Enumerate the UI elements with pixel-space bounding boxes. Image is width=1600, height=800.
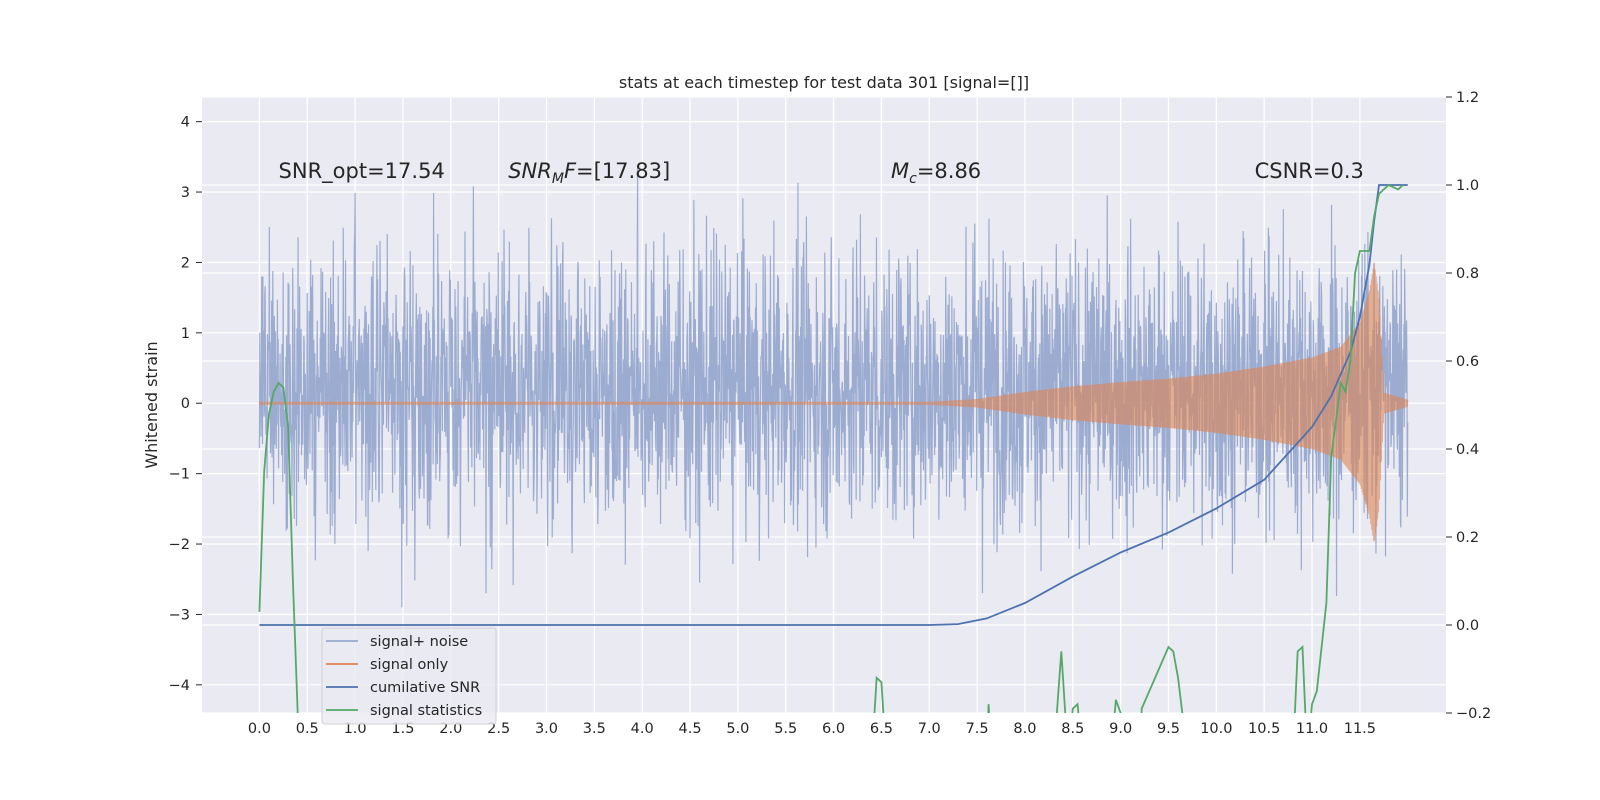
annotations: SNR_opt=17.54 SNRMF=[17.83] Mc=8.86 CSNR=0.… (279, 159, 1364, 187)
annotation-text: SNRMF=[17.83] (508, 159, 670, 187)
legend-label: signal statistics (370, 703, 482, 719)
y-right-tick-label: 0.4 (1456, 442, 1479, 458)
y-axis-label: Whitened strain (142, 341, 161, 468)
x-tick-label: 10.5 (1248, 721, 1280, 737)
axes-layer: −4 −3 −2 −1 0 1 2 3 4 −0.2 0.0 0.2 0.4 0.6 0.8 1.0 1.2 0.… (169, 90, 1492, 737)
x-tick-label: 7.5 (966, 721, 989, 737)
x-tick-label: 0.0 (248, 721, 271, 737)
y-tick-label: −4 (169, 678, 190, 694)
annotation-text: CSNR=0.3 (1255, 159, 1364, 183)
y-right-tick-label: 0.8 (1456, 266, 1479, 282)
annotation-text: SNR_opt=17.54 (279, 159, 445, 184)
x-tick-label: 11.5 (1344, 721, 1376, 737)
annotation-part: =[17.83] (576, 159, 670, 183)
annotation-part: M (552, 171, 564, 187)
annotation-part: c (909, 171, 917, 187)
x-tick-label: 6.0 (822, 721, 845, 737)
x-tick-label: 5.5 (774, 721, 797, 737)
x-tick-label: 10.0 (1200, 721, 1232, 737)
x-tick-label: 2.0 (439, 721, 462, 737)
annotation-part: M (891, 159, 909, 183)
x-tick-label: 8.5 (1061, 721, 1084, 737)
y-tick-label: 4 (181, 115, 190, 131)
y-tick-label: 2 (181, 255, 190, 271)
series-layer (258, 165, 1409, 713)
legend-label: cumilative SNR (370, 680, 480, 696)
y-tick-label: −3 (169, 607, 190, 623)
annotation-part: F (564, 159, 577, 183)
x-tick-label: 2.5 (487, 721, 510, 737)
annotation-text: Mc=8.86 (891, 159, 981, 187)
x-tick-label: 1.0 (344, 721, 367, 737)
x-tick-label: 4.0 (631, 721, 654, 737)
x-tick-label: 9.0 (1109, 721, 1132, 737)
y-right-tick-label: 0.6 (1456, 354, 1479, 370)
y-tick-label: 0 (181, 396, 190, 412)
series-signal-statistics (258, 183, 1404, 713)
annotation-part: SNR_opt=17.54 (279, 159, 445, 184)
x-tick-label: 4.5 (678, 721, 701, 737)
annotation-part: SNR (508, 159, 552, 183)
x-tick-label: 3.0 (535, 721, 558, 737)
legend-label: signal only (370, 657, 449, 673)
chart-title: stats at each timestep for test data 301… (619, 73, 1029, 92)
legend: signal+ noise signal only cumilative SNR si… (321, 627, 497, 725)
series-signal-noise (258, 165, 1409, 608)
y-tick-label: 1 (181, 326, 190, 342)
x-tick-label: 1.5 (391, 721, 414, 737)
series-signal-only (258, 262, 1409, 542)
y-right-tick-label: −0.2 (1456, 706, 1491, 722)
y-tick-label: −2 (169, 537, 190, 553)
annotation-part: CSNR=0.3 (1255, 159, 1364, 183)
x-tick-label: 3.5 (583, 721, 606, 737)
y-tick-label: −1 (169, 467, 190, 483)
y-right-tick-label: 1.2 (1456, 90, 1479, 106)
x-tick-label: 7.0 (918, 721, 941, 737)
y-right-tick-label: 1.0 (1456, 178, 1479, 194)
legend-box (321, 627, 497, 725)
x-tick-label: 9.5 (1157, 721, 1180, 737)
x-tick-label: 6.5 (870, 721, 893, 737)
y-right-tick-label: 0.0 (1456, 618, 1479, 634)
annotation-part: =8.86 (917, 159, 981, 183)
x-tick-label: 5.0 (726, 721, 749, 737)
y-tick-label: 3 (181, 185, 190, 201)
legend-label: signal+ noise (370, 634, 468, 650)
x-tick-label: 11.0 (1296, 721, 1328, 737)
x-tick-label: 0.5 (296, 721, 319, 737)
x-tick-label: 8.0 (1013, 721, 1036, 737)
y-right-tick-label: 0.2 (1456, 530, 1479, 546)
series-cumulative-snr (259, 184, 1408, 626)
